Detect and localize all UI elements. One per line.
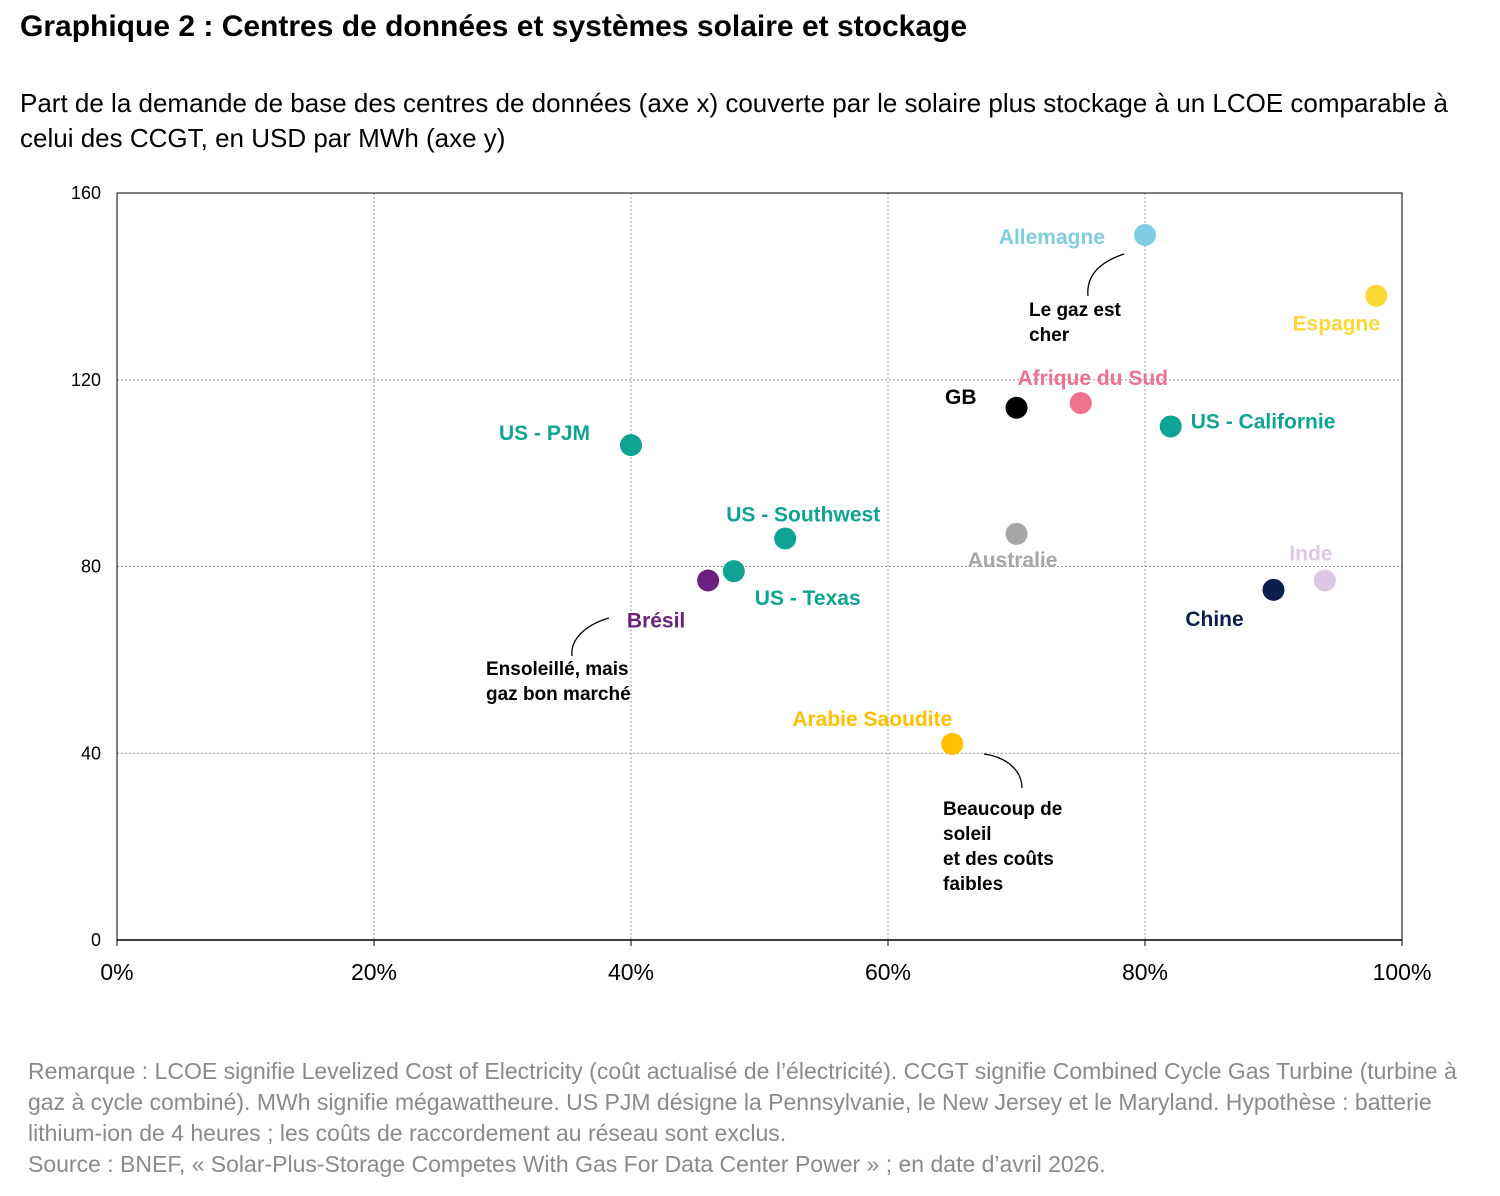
point-label: Allemagne — [999, 226, 1105, 249]
data-point — [1313, 569, 1336, 592]
data-point — [1365, 284, 1388, 307]
point-label: US - Californie — [1191, 410, 1336, 433]
annotation-connector — [571, 617, 610, 657]
annotation-line: cher — [1029, 325, 1070, 346]
grid-lines — [117, 193, 1402, 940]
data-point — [1134, 224, 1156, 247]
y-tick-label: 0 — [91, 930, 101, 950]
annotation-line: Ensoleillé, mais — [486, 659, 629, 680]
point-label: US - PJM — [499, 422, 590, 445]
data-point — [1005, 396, 1028, 419]
annotation-line: Beaucoup de — [943, 799, 1062, 820]
point-label: Inde — [1289, 543, 1332, 566]
data-point — [620, 434, 642, 457]
x-tick-label: 60% — [865, 959, 911, 985]
axis-ticks: 0% 20% 40% 60% 80% 100% 0 40 80 120 160 — [71, 183, 1431, 985]
point-label: US - Southwest — [726, 503, 880, 526]
annotation-connector — [983, 753, 1023, 789]
data-point — [1005, 522, 1028, 545]
data-point — [774, 527, 797, 550]
point-label: GB — [945, 386, 977, 409]
annotation-line: gaz bon marché — [486, 684, 631, 705]
annotation-line: Le gaz est — [1029, 300, 1122, 321]
data-point — [1069, 392, 1092, 415]
annotation-connector — [1087, 253, 1125, 297]
point-label: Espagne — [1293, 313, 1381, 336]
data-points — [620, 224, 1388, 755]
data-point — [1159, 415, 1182, 438]
point-label: Brésil — [627, 610, 685, 633]
y-tick-label: 160 — [71, 183, 101, 203]
point-label: US - Texas — [755, 587, 861, 610]
x-tick-label: 40% — [608, 959, 654, 985]
chart-title: Graphique 2 : Centres de données et syst… — [20, 10, 968, 43]
remark-text: Remarque : LCOE signifie Levelized Cost … — [28, 1058, 1457, 1146]
x-tick-label: 100% — [1373, 959, 1432, 985]
annotations: Le gaz est cher Ensoleillé, mais gaz bon ma… — [486, 300, 1122, 895]
data-point — [722, 560, 745, 583]
chart-note: Remarque : LCOE signifie Levelized Cost … — [28, 1056, 1478, 1180]
data-point — [1262, 578, 1285, 601]
y-tick-label: 80 — [81, 557, 101, 577]
annotation-text: Le gaz est cher — [1029, 300, 1122, 346]
annotation-line: soleil — [943, 824, 992, 845]
point-label: Afrique du Sud — [1018, 367, 1169, 390]
annotation-connectors — [571, 253, 1125, 789]
point-label: Chine — [1185, 608, 1243, 631]
x-tick-label: 20% — [351, 959, 397, 985]
point-label: Australie — [968, 549, 1058, 572]
y-tick-label: 120 — [71, 370, 101, 390]
chart-subtitle: Part de la demande de base des centres d… — [20, 88, 1448, 153]
x-tick-label: 0% — [100, 959, 133, 985]
y-tick-label: 40 — [81, 743, 101, 763]
point-labels: Allemagne Espagne GB Afrique du Sud US - Cal… — [499, 226, 1380, 731]
annotation-line: et des coûts — [943, 849, 1054, 870]
source-text: Source : BNEF, « Solar-Plus-Storage Comp… — [28, 1151, 1106, 1177]
annotation-text: Ensoleillé, mais gaz bon marché — [486, 659, 631, 705]
data-point — [941, 732, 964, 755]
annotation-text: Beaucoup de soleil et des coûts faibles — [943, 799, 1062, 895]
annotation-line: faibles — [943, 874, 1003, 895]
data-point — [697, 569, 720, 592]
x-tick-label: 80% — [1122, 959, 1168, 985]
scatter-chart: 0% 20% 40% 60% 80% 100% 0 40 80 120 160 Allemagne E… — [71, 183, 1431, 985]
point-label: Arabie Saoudite — [792, 708, 952, 731]
